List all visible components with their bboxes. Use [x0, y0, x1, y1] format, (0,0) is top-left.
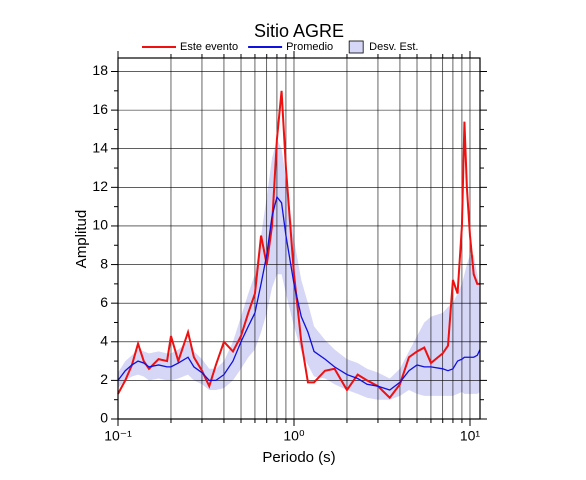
chart-title: Sitio AGRE: [254, 21, 344, 41]
legend-label: Este evento: [180, 41, 238, 53]
y-tick-label: 0: [100, 410, 108, 426]
y-tick-label: 16: [92, 101, 108, 117]
series-line: [117, 90, 480, 400]
x-tick-label: 10⁻¹: [104, 428, 132, 444]
x-axis-label: Periodo (s): [262, 449, 335, 466]
y-tick-label: 18: [92, 62, 108, 78]
x-tick-label: 10⁰: [283, 428, 305, 444]
x-tick-label: 10¹: [460, 428, 481, 444]
y-tick-label: 10: [92, 217, 108, 233]
y-tick-label: 2: [100, 371, 108, 387]
legend-swatch: [348, 40, 364, 54]
y-axis-label: Amplitud: [73, 210, 90, 268]
y-tick-label: 12: [92, 178, 108, 194]
y-tick-label: 14: [92, 139, 108, 155]
plot-frame: [117, 57, 481, 420]
std-band: [118, 139, 480, 400]
y-tick-label: 6: [100, 294, 108, 310]
y-tick-label: 4: [100, 332, 108, 348]
legend-label: Promedio: [286, 41, 333, 53]
legend-label: Desv. Est.: [369, 41, 418, 53]
series-line: [117, 195, 481, 391]
y-tick-label: 8: [100, 255, 108, 271]
